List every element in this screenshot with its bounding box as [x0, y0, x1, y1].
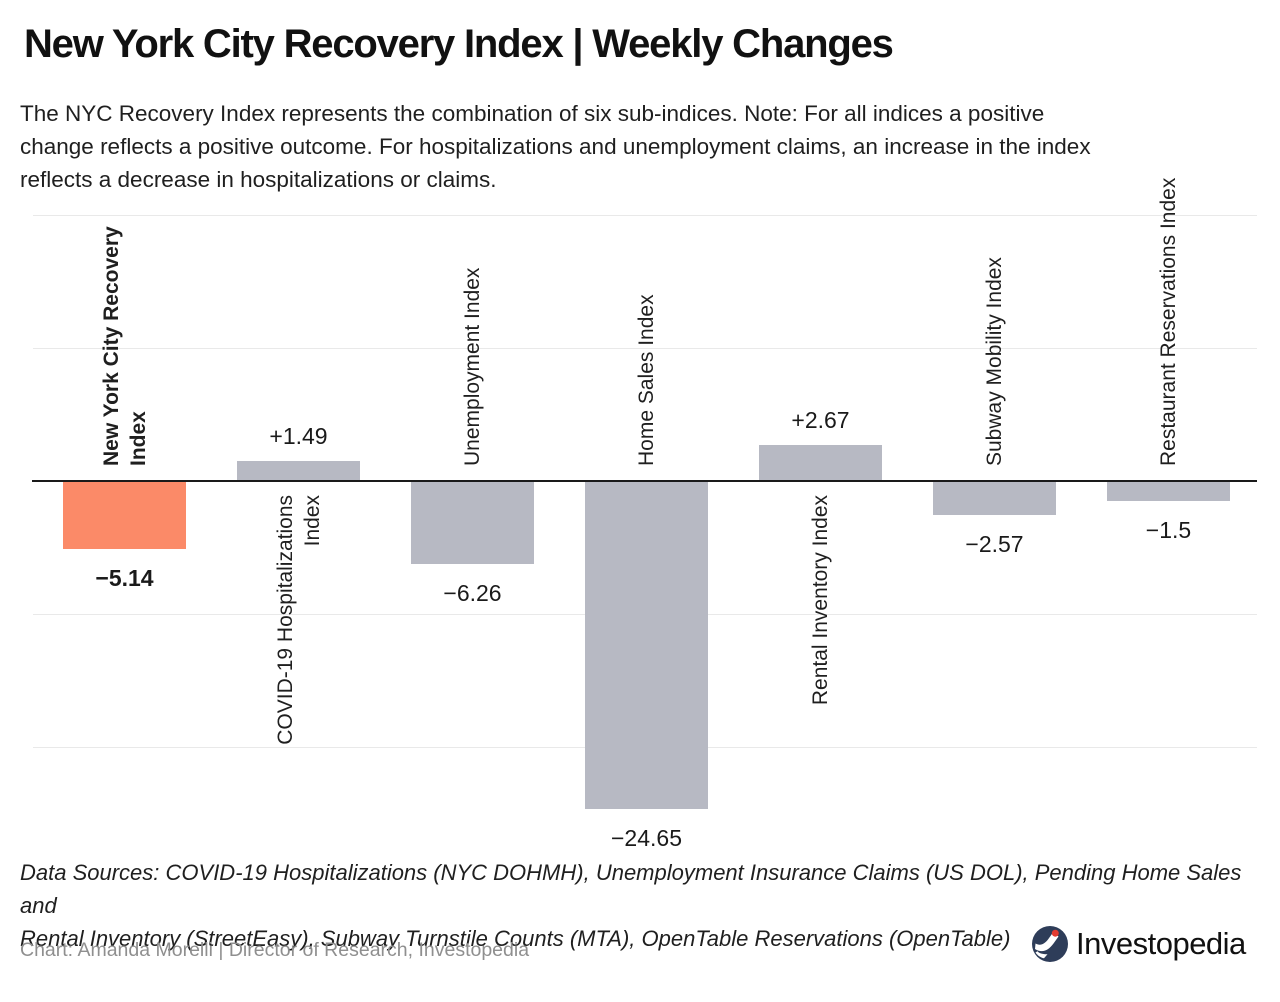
investopedia-logo: Investopedia [1032, 924, 1246, 964]
category-label-line: Unemployment Index [461, 267, 484, 466]
category-label: Rental Inventory Index [807, 495, 834, 705]
category-label-line: COVID-19 Hospitalizations [273, 495, 297, 745]
chart-title: New York City Recovery Index | Weekly Ch… [24, 22, 894, 66]
value-label: +2.67 [791, 407, 850, 433]
text-line: Rental Inventory (StreetEasy), Subway Tu… [20, 926, 1011, 951]
text-line: change reflects a positive outcome. For … [20, 134, 1091, 159]
text-line: The NYC Recovery Index represents the co… [20, 101, 1045, 126]
category-label-line: Restaurant Reservations Index [1157, 177, 1180, 466]
category-label-line: Index [126, 411, 150, 466]
bar-new-york-city-recovery-index [63, 481, 186, 549]
value-label: −24.65 [611, 825, 682, 851]
category-label-line: Rental Inventory Index [809, 495, 832, 706]
category-label-line: New York City Recovery [99, 226, 123, 466]
text-line: Data Sources: COVID-19 Hospitalizations … [20, 860, 1242, 918]
bar-restaurant-reservations-index [1107, 481, 1230, 501]
value-label: −5.14 [95, 565, 154, 591]
bar-covid-19-hospitalizations-index [237, 461, 360, 481]
category-label-line: Home Sales Index [635, 294, 658, 466]
category-label: Unemployment Index [459, 268, 486, 466]
chart-credit: Chart: Amanda Morelli | Director of Rese… [20, 939, 530, 961]
gridline [33, 348, 1257, 349]
zero-axis-line [32, 480, 1257, 482]
category-label-line: Index [300, 495, 324, 547]
investopedia-wordmark: Investopedia [1076, 926, 1246, 961]
category-label: Home Sales Index [633, 294, 660, 466]
data-sources-note: Data Sources: COVID-19 Hospitalizations … [20, 856, 1280, 955]
investopedia-logo-icon [1032, 926, 1068, 962]
bar-subway-mobility-index [933, 481, 1056, 515]
chart-subtitle: The NYC Recovery Index represents the co… [20, 97, 1091, 196]
bar-unemployment-index [411, 481, 534, 564]
category-label: COVID-19 Hospitalizations Index [272, 495, 326, 745]
text-line: reflects a decrease in hospitalizations … [20, 167, 497, 192]
category-label-line: Subway Mobility Index [983, 257, 1006, 466]
category-label: Restaurant Reservations Index [1155, 178, 1182, 466]
value-label: −2.57 [965, 531, 1024, 557]
value-label: −1.5 [1145, 517, 1192, 543]
bar-rental-inventory-index [759, 445, 882, 481]
value-label: +1.49 [269, 423, 328, 449]
gridline [33, 215, 1257, 216]
category-label: Subway Mobility Index [981, 257, 1008, 466]
category-label: New York City Recovery Index [98, 226, 152, 466]
bar-home-sales-index [585, 481, 708, 809]
value-label: −6.26 [443, 580, 502, 606]
